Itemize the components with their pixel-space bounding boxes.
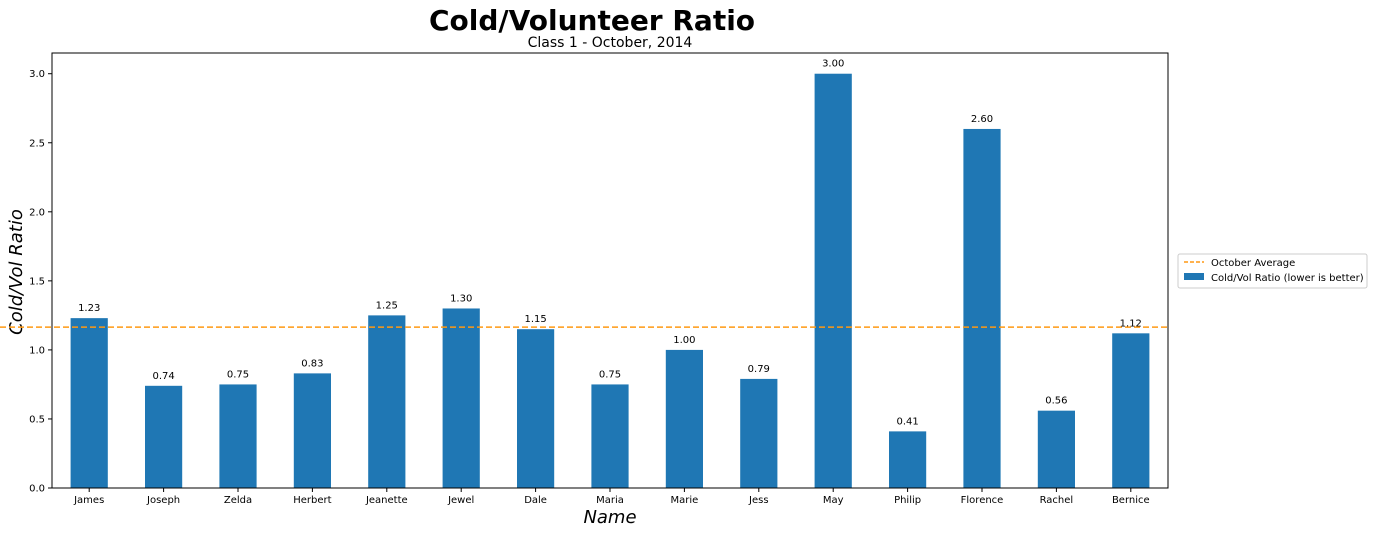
y-axis-label: Cold/Vol Ratio — [6, 209, 27, 335]
y-tick-label: 3.0 — [29, 69, 45, 80]
x-axis-label: Name — [583, 507, 636, 528]
y-tick-label: 2.0 — [29, 207, 45, 218]
bar-herbert — [293, 373, 331, 488]
bar-rachel — [1037, 410, 1075, 488]
x-tick-label: Jewel — [447, 495, 474, 506]
y-tick-label: 0.5 — [29, 414, 45, 425]
y-tick-label: 1.0 — [29, 345, 45, 356]
data-label: 1.00 — [673, 335, 695, 346]
x-tick-label: Herbert — [293, 495, 331, 506]
x-tick-label: Maria — [596, 495, 624, 506]
data-label: 0.56 — [1045, 396, 1067, 407]
data-label: 0.41 — [896, 416, 918, 427]
data-label: 1.15 — [524, 314, 546, 325]
x-tick-label: James — [73, 495, 104, 506]
plot-area: 1.23 James 0.74 Joseph 0.75 Zelda 0.83 Herbert 1… — [0, 52, 1169, 506]
x-tick-label: Marie — [670, 495, 698, 506]
bar-philip — [889, 431, 927, 488]
x-tick-label: Zelda — [224, 495, 252, 506]
data-label: 1.23 — [78, 303, 100, 314]
x-tick-label: Bernice — [1112, 495, 1150, 506]
x-tick-label: May — [823, 495, 844, 506]
bar-james — [70, 318, 108, 488]
chart-subtitle: Class 1 - October, 2014 — [528, 35, 693, 51]
bar-zelda — [219, 384, 257, 488]
chart-title: Cold/Volunteer Ratio — [429, 4, 755, 37]
data-label: 1.25 — [376, 300, 398, 311]
bar-florence — [963, 128, 1001, 488]
y-tick-label: 0.0 — [29, 484, 45, 495]
bar-maria — [591, 384, 629, 488]
data-label: 0.75 — [599, 369, 621, 380]
bar-marie — [665, 349, 703, 488]
bar-bernice — [1112, 333, 1150, 488]
x-tick-label: Jess — [748, 495, 769, 506]
y-tick-label: 2.5 — [29, 138, 45, 149]
axes-frame — [51, 52, 1169, 489]
data-label: 1.30 — [450, 293, 472, 304]
legend: October Average Cold/Vol Ratio (lower is… — [1177, 253, 1368, 289]
bar-jess — [740, 378, 778, 488]
y-tick-label: 1.5 — [29, 276, 45, 287]
x-tick-label: Dale — [524, 495, 547, 506]
legend-average-label: October Average — [1211, 258, 1295, 269]
data-label: 2.60 — [971, 114, 993, 125]
x-tick-label: Joseph — [146, 495, 180, 506]
x-tick-label: Florence — [961, 495, 1004, 506]
x-tick-label: Jeanette — [365, 495, 408, 506]
data-label: 0.74 — [152, 371, 174, 382]
bar-may — [814, 73, 852, 489]
data-label: 3.00 — [822, 59, 844, 70]
legend-frame — [1177, 253, 1368, 289]
data-label: 1.12 — [1120, 318, 1142, 329]
bar-jeanette — [368, 315, 406, 488]
bar-jewel — [442, 308, 480, 488]
bar-joseph — [145, 385, 183, 488]
data-label: 0.75 — [227, 369, 249, 380]
bar-dale — [517, 329, 555, 488]
legend-bar-swatch — [1184, 273, 1204, 280]
data-label: 0.83 — [301, 358, 323, 369]
x-tick-label: Rachel — [1040, 495, 1074, 506]
legend-series-label: Cold/Vol Ratio (lower is better) — [1211, 273, 1364, 284]
x-tick-label: Philip — [894, 495, 921, 506]
data-label: 0.79 — [748, 364, 770, 375]
